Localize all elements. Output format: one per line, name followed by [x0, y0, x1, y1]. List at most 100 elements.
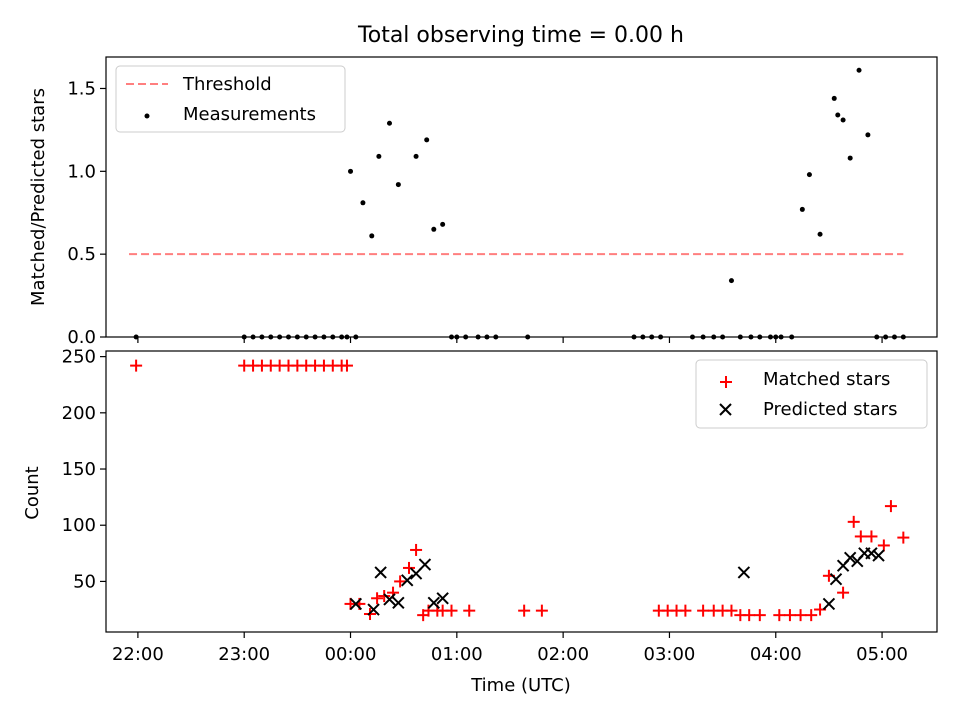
bottom-y-tick-label: 250: [62, 347, 96, 368]
top-y-tick-label: 1.5: [67, 78, 96, 99]
measurement-point: [424, 137, 430, 143]
matched-star-point: [518, 604, 531, 617]
bottom-y-tick-label: 50: [73, 571, 96, 592]
measurement-point: [360, 200, 366, 206]
measurement-point: [799, 206, 805, 212]
matched-star-point: [463, 604, 476, 617]
x-tick-label: 03:00: [644, 644, 696, 665]
measurement-point: [728, 278, 734, 284]
matched-star-point: [535, 604, 548, 617]
predicted-star-point: [349, 597, 363, 611]
measurement-point: [856, 67, 862, 73]
top-legend: Threshold Measurements: [115, 65, 346, 133]
measurement-point: [413, 153, 419, 159]
measurement-point: [817, 231, 823, 237]
measurement-point: [348, 168, 354, 174]
matched-star-point: [753, 609, 766, 622]
top-y-tick-label: 0.5: [67, 244, 96, 265]
measurement-point: [431, 226, 437, 232]
top-chart-title: Total observing time = 0.00 h: [357, 23, 684, 48]
measurement-point: [806, 172, 812, 178]
measurement-point: [840, 117, 846, 123]
matched-star-point: [773, 609, 786, 622]
predicted-star-point: [436, 592, 449, 605]
predicted-star-point: [737, 566, 751, 579]
bottom-legend-box: [695, 359, 928, 429]
bottom-x-axis-label: Time (UTC): [470, 675, 571, 696]
bottom-y-tick-label: 200: [62, 403, 96, 424]
x-tick-label: 22:00: [112, 644, 164, 665]
matched-star-point: [837, 586, 850, 599]
matched-star-point: [884, 500, 897, 513]
matched-star-point: [410, 543, 423, 556]
measurement-point: [386, 120, 392, 126]
measurement-point: [440, 221, 446, 227]
matched-star-point: [371, 592, 384, 605]
predicted-star-point: [383, 593, 396, 606]
matched-legend-label: Matched stars: [763, 369, 890, 390]
matched-star-point: [854, 530, 867, 543]
predicted-star-point: [418, 558, 432, 571]
x-tick-label: 23:00: [218, 644, 270, 665]
matched-star-point: [847, 515, 860, 528]
predicted-star-point: [843, 551, 857, 565]
measurement-point: [395, 182, 401, 188]
matched-star-point: [378, 590, 391, 603]
matched-star-point: [679, 604, 692, 617]
measurements-legend-swatch: [144, 113, 150, 119]
predicted-star-point: [829, 572, 843, 586]
predicted-star-point: [367, 603, 380, 616]
predicted-star-point: [401, 574, 414, 587]
top-y-axis-label: Matched/Predicted stars: [28, 88, 49, 306]
predicted-star-point: [865, 547, 878, 560]
bottom-y-tick-label: 100: [62, 515, 96, 536]
bottom-legend: Matched stars Predicted stars: [695, 359, 928, 429]
predicted-star-point: [872, 549, 885, 562]
measurement-point: [831, 95, 837, 101]
matched-star-point: [805, 609, 818, 622]
matched-star-point: [725, 604, 738, 617]
threshold-legend-label: Threshold: [182, 74, 272, 95]
matched-star-point: [402, 561, 415, 574]
predicted-star-point: [427, 596, 441, 609]
matched-star-point: [445, 604, 458, 617]
top-y-ticks: 0.0 0.5 1.0 1.5: [67, 78, 106, 348]
matched-star-point: [783, 609, 796, 622]
x-tick-label: 02:00: [537, 644, 589, 665]
top-legend-box: [115, 65, 346, 133]
matched-legend-swatch: [720, 376, 732, 388]
matched-star-point: [865, 530, 878, 543]
bottom-y-tick-label: 150: [62, 459, 96, 480]
measurement-point: [376, 153, 382, 159]
x-tick-label: 00:00: [325, 644, 377, 665]
bottom-axes-frame: [105, 350, 938, 633]
bottom-plot-area: [130, 359, 910, 622]
x-tick-label: 01:00: [431, 644, 483, 665]
matched-star-point: [130, 359, 143, 372]
matched-star-point: [794, 609, 807, 622]
predicted-legend-swatch: [719, 403, 732, 416]
bottom-y-ticks: 50 100 150 200 250: [62, 347, 106, 592]
predicted-star-point: [392, 596, 405, 609]
predicted-star-point: [374, 566, 387, 579]
measurement-point: [865, 132, 871, 138]
matched-star-point: [877, 539, 890, 552]
matched-star-point: [743, 609, 756, 622]
measurement-point: [369, 233, 375, 239]
x-tick-label: 05:00: [856, 644, 908, 665]
matched-star-point: [340, 359, 353, 372]
matched-star-point: [697, 604, 710, 617]
predicted-star-point: [822, 597, 836, 611]
top-axes-frame: [105, 56, 938, 338]
bottom-x-ticks: 22:00 23:00 00:00 01:00 02:00 03:00 04:00 05:00: [112, 632, 908, 665]
measurement-point: [835, 112, 841, 118]
predicted-legend-label: Predicted stars: [763, 399, 897, 420]
bottom-panel: Count Time (UTC) 50 100 150 200 250 22:00 23:…: [22, 347, 938, 696]
measurements-legend-label: Measurements: [183, 104, 316, 125]
matched-star-point: [394, 575, 407, 588]
top-y-tick-label: 0.0: [67, 327, 96, 348]
matched-star-point: [897, 531, 910, 544]
top-y-tick-label: 1.0: [67, 161, 96, 182]
x-tick-label: 04:00: [750, 644, 802, 665]
